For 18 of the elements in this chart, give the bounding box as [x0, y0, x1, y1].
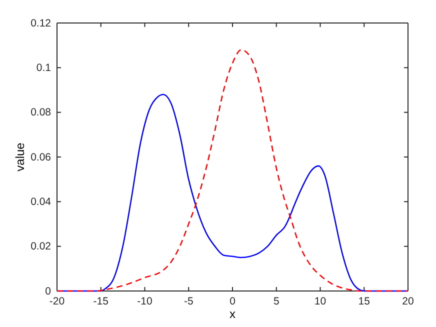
y-axis-title: value [13, 142, 27, 172]
y-tick-label: 0.04 [30, 196, 52, 208]
y-tick-label: 0.12 [30, 17, 52, 30]
x-tick-label: -20 [49, 295, 65, 308]
y-tick-label: 0.06 [30, 151, 52, 164]
x-axis-title: x [230, 307, 236, 321]
y-tick-label: 0.02 [30, 240, 52, 253]
x-tick-label: 20 [402, 295, 414, 308]
x-tick-label: -10 [137, 295, 152, 308]
y-tick-label: 0.08 [30, 106, 52, 119]
x-tick-label: -15 [93, 295, 109, 308]
x-tick-label: 10 [314, 295, 326, 308]
y-tick-label: 0 [45, 285, 52, 298]
x-tick-label: 0 [230, 295, 236, 308]
x-tick-label: 5 [273, 295, 280, 308]
x-tick-label: -5 [184, 295, 194, 308]
y-tick-label: 0.1 [36, 62, 52, 74]
x-tick-label: 15 [358, 295, 370, 308]
